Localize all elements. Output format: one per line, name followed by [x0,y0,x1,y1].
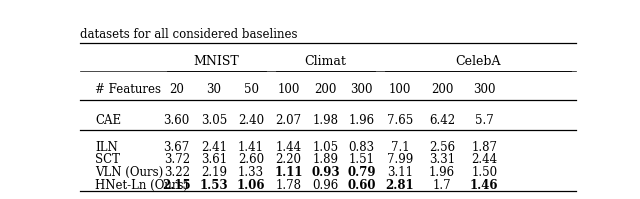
Text: 3.05: 3.05 [201,113,227,127]
Text: 1.51: 1.51 [349,153,375,166]
Text: 1.96: 1.96 [349,113,375,127]
Text: 1.33: 1.33 [238,166,264,179]
Text: 3.22: 3.22 [164,166,189,179]
Text: 1.50: 1.50 [471,166,497,179]
Text: 1.44: 1.44 [275,141,301,154]
Text: 3.11: 3.11 [387,166,413,179]
Text: 7.99: 7.99 [387,153,413,166]
Text: 50: 50 [244,83,259,96]
Text: 0.96: 0.96 [312,179,339,192]
Text: SCT: SCT [95,153,120,166]
Text: CelebA: CelebA [455,55,500,67]
Text: 3.72: 3.72 [164,153,190,166]
Text: 2.07: 2.07 [275,113,301,127]
Text: 200: 200 [431,83,453,96]
Text: ILN: ILN [95,141,118,154]
Text: 2.41: 2.41 [201,141,227,154]
Text: CAE: CAE [95,113,121,127]
Text: 1.05: 1.05 [312,141,339,154]
Text: # Features: # Features [95,83,161,96]
Text: 300: 300 [473,83,495,96]
Text: 1.06: 1.06 [237,179,266,192]
Text: 3.67: 3.67 [164,141,190,154]
Text: 6.42: 6.42 [429,113,455,127]
Text: 2.81: 2.81 [386,179,414,192]
Text: 1.11: 1.11 [274,166,303,179]
Text: MNIST: MNIST [193,55,239,67]
Text: 20: 20 [170,83,184,96]
Text: 2.40: 2.40 [238,113,264,127]
Text: datasets for all considered baselines: datasets for all considered baselines [80,28,298,41]
Text: 300: 300 [351,83,373,96]
Text: 2.60: 2.60 [238,153,264,166]
Text: 0.60: 0.60 [348,179,376,192]
Text: 100: 100 [277,83,300,96]
Text: 7.1: 7.1 [390,141,409,154]
Text: 3.61: 3.61 [201,153,227,166]
Text: 0.79: 0.79 [348,166,376,179]
Text: 1.98: 1.98 [312,113,339,127]
Text: Climat: Climat [305,55,346,67]
Text: 100: 100 [388,83,411,96]
Text: 1.89: 1.89 [312,153,339,166]
Text: 30: 30 [207,83,221,96]
Text: 0.83: 0.83 [349,141,375,154]
Text: 1.96: 1.96 [429,166,455,179]
Text: 2.56: 2.56 [429,141,455,154]
Text: 2.19: 2.19 [201,166,227,179]
Text: 2.20: 2.20 [275,153,301,166]
Text: 2.15: 2.15 [163,179,191,192]
Text: 1.41: 1.41 [238,141,264,154]
Text: 7.65: 7.65 [387,113,413,127]
Text: 1.53: 1.53 [200,179,228,192]
Text: 1.7: 1.7 [433,179,451,192]
Text: 0.93: 0.93 [311,166,340,179]
Text: 1.87: 1.87 [471,141,497,154]
Text: 3.60: 3.60 [164,113,190,127]
Text: 3.31: 3.31 [429,153,455,166]
Text: 1.78: 1.78 [275,179,301,192]
Text: VLN (Ours): VLN (Ours) [95,166,163,179]
Text: 2.44: 2.44 [471,153,497,166]
Text: 200: 200 [314,83,337,96]
Text: 5.7: 5.7 [475,113,493,127]
Text: 1.46: 1.46 [470,179,499,192]
Text: HNet-Ln (Ours): HNet-Ln (Ours) [95,179,188,192]
